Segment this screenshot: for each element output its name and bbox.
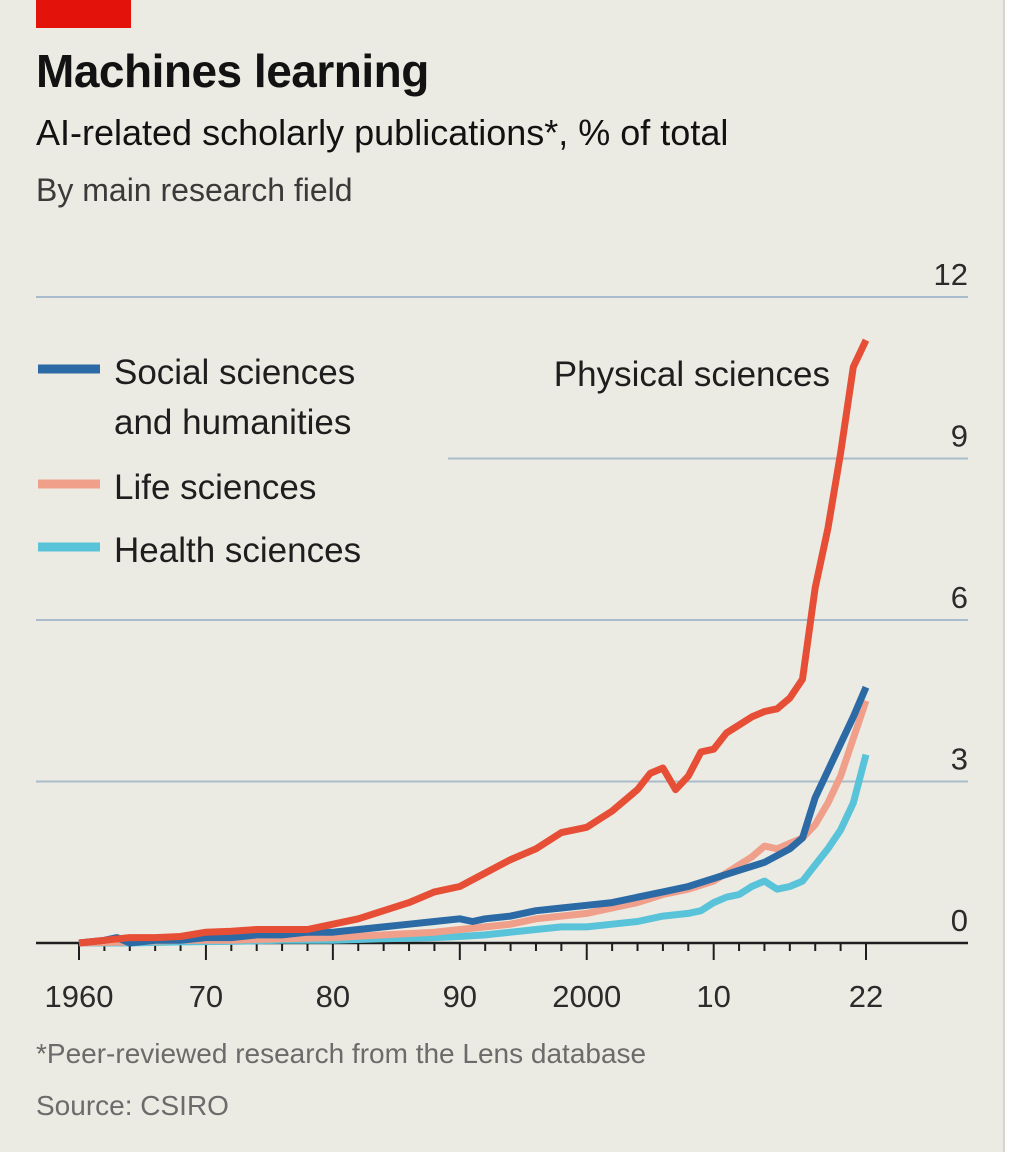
footnote: *Peer-reviewed research from the Lens da…: [36, 1038, 647, 1069]
x-tick-label: 70: [189, 979, 223, 1014]
legend-label: Social sciences: [114, 353, 355, 392]
x-tick-label: 1960: [45, 979, 114, 1014]
series-line-health-sciences: [79, 753, 870, 947]
line-chart: 0 3 6 9 12 1960 70 80 90 2000 10 22 Social science…: [36, 257, 968, 1014]
series-line-life-sciences: [78, 699, 870, 947]
x-tick-label: 10: [696, 979, 730, 1014]
legend: Social sciences and humanities Life scienc…: [38, 353, 361, 570]
chart-subtitle-secondary: By main research field: [36, 172, 353, 208]
chart-title: Machines learning: [36, 45, 429, 97]
x-axis: 1960 70 80 90 2000 10 22: [36, 941, 968, 1014]
direct-labels: Physical sciences: [554, 355, 830, 394]
x-tick-label: 2000: [552, 979, 621, 1014]
x-tick-label: 22: [849, 979, 883, 1014]
brand-tab: [36, 0, 131, 28]
gridlines: 0 3 6 9 12: [36, 257, 968, 938]
chart-subtitle: AI-related scholarly publications*, % of…: [36, 112, 729, 153]
legend-label: Health sciences: [114, 531, 361, 570]
y-tick-label: 3: [951, 742, 968, 777]
series-line-physical-sciences: [78, 338, 870, 947]
series-lines: [78, 338, 870, 947]
series-direct-label: Physical sciences: [554, 355, 830, 394]
source-note: Source: CSIRO: [36, 1090, 229, 1121]
x-tick-label: 80: [316, 979, 350, 1014]
y-tick-label: 6: [951, 580, 968, 615]
y-tick-label: 0: [951, 903, 968, 938]
series-line-social-sciences-and-humanities: [78, 685, 870, 947]
legend-label-line2: and humanities: [114, 403, 351, 442]
panel-edge: [1003, 0, 1005, 1152]
y-tick-label: 12: [934, 257, 968, 292]
y-tick-label: 9: [951, 419, 968, 454]
x-tick-label: 90: [443, 979, 477, 1014]
legend-label: Life sciences: [114, 468, 316, 507]
